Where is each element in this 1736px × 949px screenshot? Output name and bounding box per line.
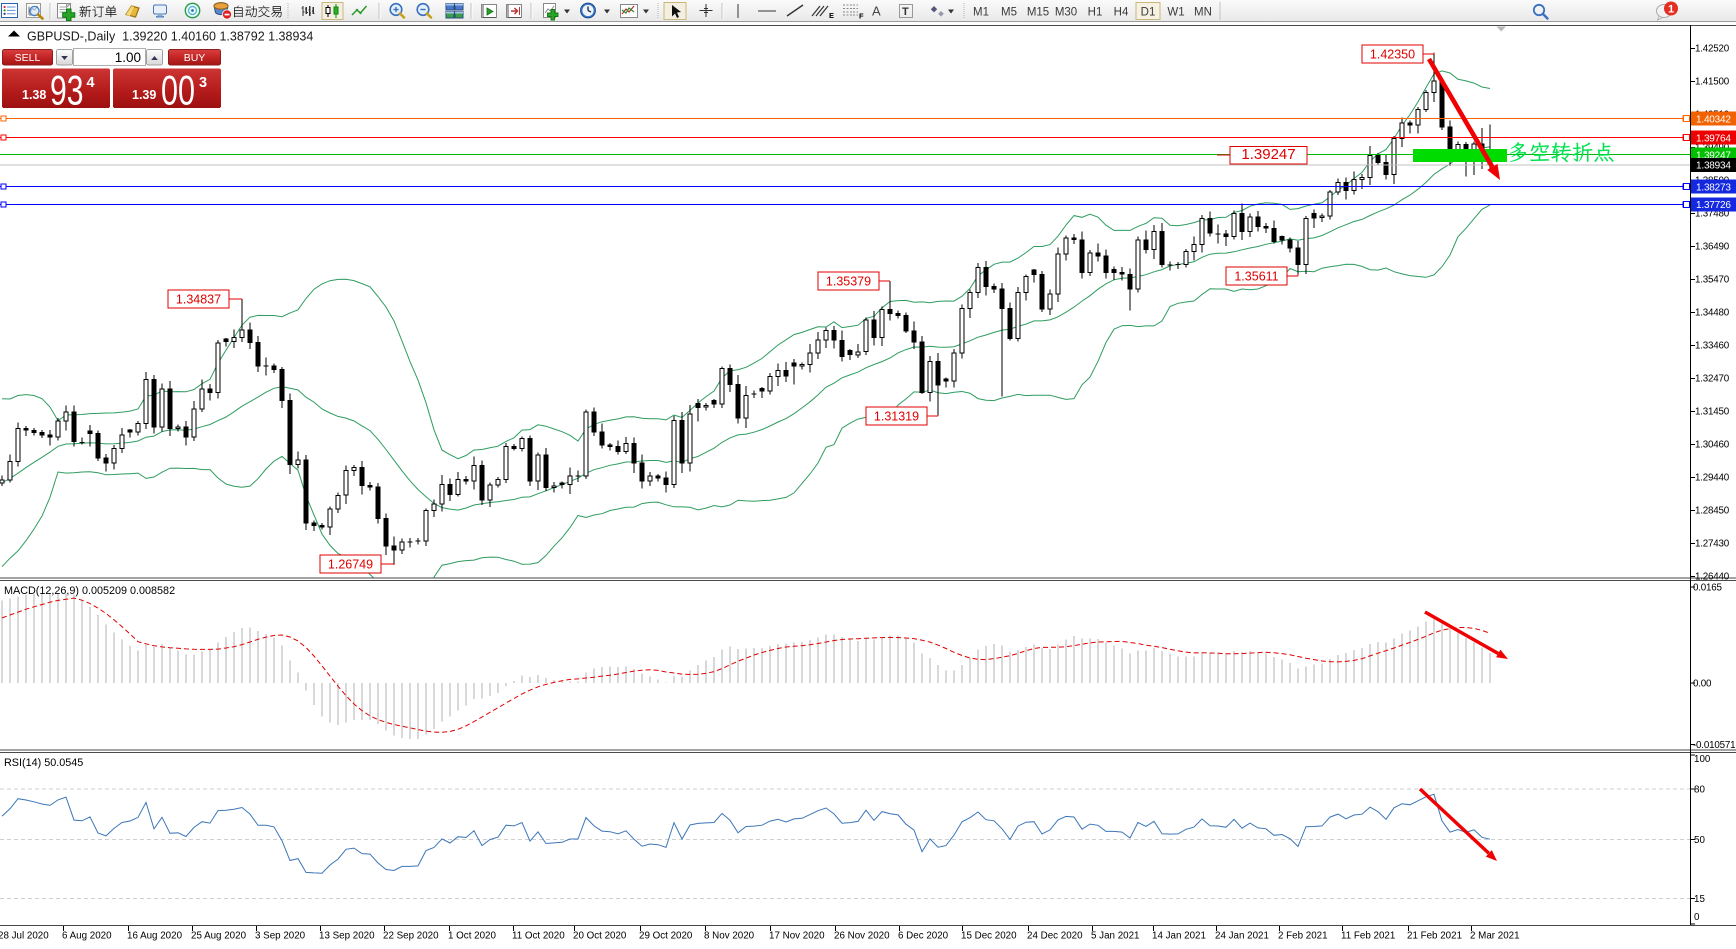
svg-text:M30: M30 xyxy=(1055,7,1077,19)
svg-text:1.39247: 1.39247 xyxy=(1696,150,1731,161)
svg-text:F: F xyxy=(859,12,864,21)
svg-text:93: 93 xyxy=(50,67,84,114)
svg-text:00: 00 xyxy=(161,67,195,114)
svg-text:1.39247: 1.39247 xyxy=(1241,146,1295,163)
svg-text:13 Sep 2020: 13 Sep 2020 xyxy=(319,931,375,942)
svg-text:3 Sep 2020: 3 Sep 2020 xyxy=(255,931,306,942)
svg-text:2 Feb 2021: 2 Feb 2021 xyxy=(1278,931,1328,942)
svg-text:E: E xyxy=(829,11,834,20)
svg-text:H4: H4 xyxy=(1114,7,1129,19)
svg-text:1.31319: 1.31319 xyxy=(874,410,919,424)
svg-text:0: 0 xyxy=(1694,912,1700,923)
svg-text:SELL: SELL xyxy=(15,52,41,64)
svg-text:0.00: 0.00 xyxy=(1693,679,1712,690)
svg-text:GBPUSD-,Daily 1.39220 1.40160: GBPUSD-,Daily 1.39220 1.40160 1.38792 1.… xyxy=(27,30,313,44)
svg-text:6 Dec 2020: 6 Dec 2020 xyxy=(898,931,949,942)
svg-text:1.42350: 1.42350 xyxy=(1370,48,1415,62)
svg-text:H1: H1 xyxy=(1088,7,1103,19)
svg-text:15: 15 xyxy=(1694,894,1705,905)
svg-text:1.39764: 1.39764 xyxy=(1696,133,1731,144)
svg-text:M5: M5 xyxy=(1001,7,1017,19)
svg-text:14 Jan 2021: 14 Jan 2021 xyxy=(1152,931,1206,942)
svg-text:1.27430: 1.27430 xyxy=(1695,539,1730,550)
svg-text:1.36490: 1.36490 xyxy=(1695,242,1730,253)
svg-text:29 Oct 2020: 29 Oct 2020 xyxy=(639,931,693,942)
svg-text:1.38: 1.38 xyxy=(22,88,46,102)
svg-text:1.41500: 1.41500 xyxy=(1695,77,1730,88)
svg-text:20 Oct 2020: 20 Oct 2020 xyxy=(573,931,627,942)
svg-text:W1: W1 xyxy=(1167,7,1184,19)
svg-text:1.35470: 1.35470 xyxy=(1695,275,1730,286)
svg-text:11 Oct 2020: 11 Oct 2020 xyxy=(512,931,565,942)
svg-text:24 Dec 2020: 24 Dec 2020 xyxy=(1027,931,1083,942)
svg-text:15 Dec 2020: 15 Dec 2020 xyxy=(961,931,1017,942)
svg-text:26 Nov 2020: 26 Nov 2020 xyxy=(834,931,890,942)
svg-text:A: A xyxy=(872,4,881,19)
svg-text:1.26749: 1.26749 xyxy=(328,558,373,572)
svg-text:1.37726: 1.37726 xyxy=(1696,200,1731,211)
svg-text:1.34837: 1.34837 xyxy=(176,293,221,307)
svg-text:100: 100 xyxy=(1694,754,1711,765)
svg-text:1.00: 1.00 xyxy=(115,50,141,65)
svg-text:6 Aug 2020: 6 Aug 2020 xyxy=(62,931,112,942)
svg-text:-0.010571: -0.010571 xyxy=(1693,740,1735,751)
svg-text:1.30460: 1.30460 xyxy=(1695,440,1730,451)
svg-text:16 Aug 2020: 16 Aug 2020 xyxy=(127,931,183,942)
svg-text:1.35611: 1.35611 xyxy=(1234,270,1278,284)
svg-text:1.26440: 1.26440 xyxy=(1695,572,1730,583)
svg-text:1.31450: 1.31450 xyxy=(1695,407,1730,418)
svg-text:MACD(12,26,9) 0.005209 0.00858: MACD(12,26,9) 0.005209 0.008582 xyxy=(4,585,175,597)
svg-text:3: 3 xyxy=(199,75,207,91)
svg-text:1: 1 xyxy=(1668,4,1674,16)
svg-text:0.0165: 0.0165 xyxy=(1693,583,1723,594)
svg-text:1.29440: 1.29440 xyxy=(1695,473,1730,484)
svg-text:25 Aug 2020: 25 Aug 2020 xyxy=(191,931,247,942)
svg-text:11 Feb 2021: 11 Feb 2021 xyxy=(1341,931,1395,942)
svg-text:M15: M15 xyxy=(1027,7,1049,19)
svg-text:1.35379: 1.35379 xyxy=(826,275,871,289)
svg-text:1.38934: 1.38934 xyxy=(1696,161,1731,172)
svg-text:24 Jan 2021: 24 Jan 2021 xyxy=(1215,931,1269,942)
svg-text:1.38273: 1.38273 xyxy=(1696,182,1731,193)
svg-text:T: T xyxy=(902,6,909,18)
svg-text:28 Jul 2020: 28 Jul 2020 xyxy=(0,931,49,942)
svg-text:1.33460: 1.33460 xyxy=(1695,341,1730,352)
svg-text:1.42520: 1.42520 xyxy=(1695,44,1730,55)
svg-text:22 Sep 2020: 22 Sep 2020 xyxy=(383,931,439,942)
svg-text:1.32470: 1.32470 xyxy=(1695,374,1730,385)
svg-text:80: 80 xyxy=(1694,784,1705,795)
svg-text:8 Nov 2020: 8 Nov 2020 xyxy=(704,931,755,942)
svg-text:1.39: 1.39 xyxy=(132,88,156,102)
svg-text:1.37480: 1.37480 xyxy=(1695,209,1730,220)
svg-text:4: 4 xyxy=(87,75,95,91)
svg-text:1.34480: 1.34480 xyxy=(1695,308,1730,319)
svg-text:MN: MN xyxy=(1194,7,1212,19)
svg-text:1 Oct 2020: 1 Oct 2020 xyxy=(448,931,496,942)
svg-text:BUY: BUY xyxy=(184,52,206,64)
svg-text:17 Nov 2020: 17 Nov 2020 xyxy=(769,931,825,942)
svg-text:50: 50 xyxy=(1694,835,1705,846)
svg-text:1.40342: 1.40342 xyxy=(1696,114,1731,125)
svg-text:1.28450: 1.28450 xyxy=(1695,506,1730,517)
svg-text:D1: D1 xyxy=(1141,7,1156,19)
svg-text:5 Jan 2021: 5 Jan 2021 xyxy=(1091,931,1139,942)
svg-text:2 Mar 2021: 2 Mar 2021 xyxy=(1470,931,1520,942)
svg-text:M1: M1 xyxy=(973,7,989,19)
svg-text:21 Feb 2021: 21 Feb 2021 xyxy=(1407,931,1462,942)
svg-text:RSI(14) 50.0545: RSI(14) 50.0545 xyxy=(4,757,83,769)
